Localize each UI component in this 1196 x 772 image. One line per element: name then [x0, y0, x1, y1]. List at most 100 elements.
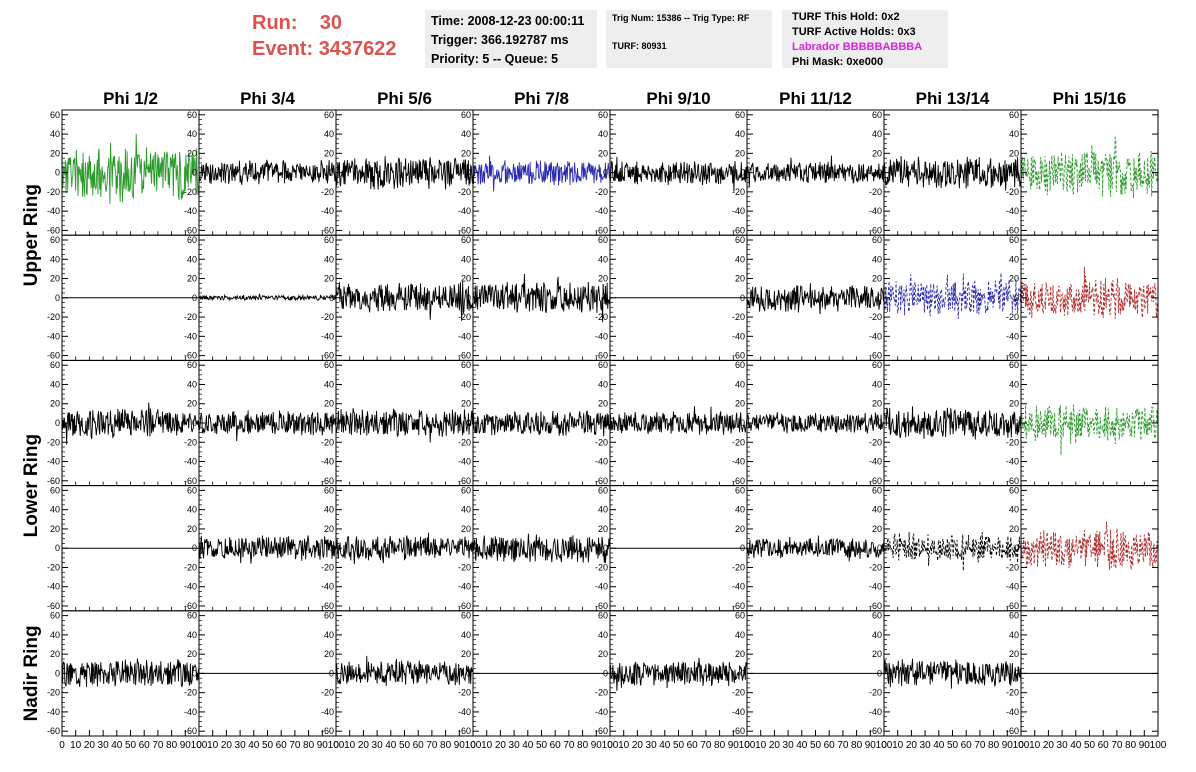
- waveform-trace: [1020, 404, 1159, 456]
- y-tick-label: 0: [1014, 418, 1019, 428]
- y-tick-label: 60: [324, 235, 334, 245]
- y-tick-label: 60: [598, 485, 608, 495]
- y-tick-label: 20: [187, 274, 197, 284]
- y-tick-label: 40: [872, 379, 882, 389]
- y-tick-label: -60: [1006, 476, 1019, 486]
- waveform-trace: [335, 281, 474, 321]
- event-value: 3437622: [318, 38, 397, 60]
- y-tick-label: 40: [1009, 505, 1019, 515]
- time-info-box: Time: 2008-12-23 00:00:11 Trigger: 366.1…: [425, 10, 597, 68]
- y-tick-label: 20: [324, 649, 334, 659]
- y-tick-label: 0: [877, 293, 882, 303]
- y-tick-label: 20: [187, 524, 197, 534]
- turf-hold-line: TURF This Hold: 0x2: [792, 11, 900, 23]
- y-tick-label: -20: [321, 688, 334, 698]
- x-tick-label: 20: [1043, 740, 1055, 751]
- x-tick-label: 60: [687, 740, 699, 751]
- y-tick-label: 20: [461, 148, 471, 158]
- y-tick-label: -20: [732, 562, 745, 572]
- x-tick-label: 50: [262, 740, 274, 751]
- y-tick-label: -60: [47, 225, 60, 235]
- y-tick-label: 40: [461, 129, 471, 139]
- y-tick-label: -20: [1006, 437, 1019, 447]
- x-tick-label: 100: [602, 740, 619, 751]
- y-tick-label: 0: [192, 418, 197, 428]
- y-tick-label: -60: [869, 225, 882, 235]
- y-tick-label: -60: [184, 351, 197, 361]
- y-tick-label: 20: [872, 524, 882, 534]
- y-tick-label: -40: [1006, 331, 1019, 341]
- y-tick-label: 40: [1009, 379, 1019, 389]
- y-tick-label: -20: [47, 187, 60, 197]
- x-tick-label: 20: [84, 740, 96, 751]
- column-header: Phi 5/6: [377, 89, 432, 108]
- y-tick-label: 0: [466, 168, 471, 178]
- y-tick-label: 20: [50, 524, 60, 534]
- y-tick-label: 40: [735, 129, 745, 139]
- y-tick-label: 0: [740, 668, 745, 678]
- y-tick-label: 20: [324, 274, 334, 284]
- column-header: Phi 11/12: [779, 89, 852, 108]
- x-tick-label: 70: [1111, 740, 1123, 751]
- y-tick-label: 0: [603, 418, 608, 428]
- y-tick-label: 40: [50, 379, 60, 389]
- x-tick-label: 20: [358, 740, 370, 751]
- y-tick-label: -20: [458, 312, 471, 322]
- column-header: Phi 3/4: [240, 89, 295, 108]
- x-tick-label: 90: [591, 740, 603, 751]
- y-tick-label: 0: [603, 168, 608, 178]
- run-label: Run:: [252, 12, 298, 34]
- y-tick-label: -40: [458, 206, 471, 216]
- y-tick-label: 40: [1009, 129, 1019, 139]
- y-tick-label: 0: [740, 168, 745, 178]
- y-tick-label: -60: [1006, 601, 1019, 611]
- y-tick-label: 20: [872, 649, 882, 659]
- y-tick-label: -60: [184, 225, 197, 235]
- y-tick-label: 20: [735, 274, 745, 284]
- y-tick-label: 0: [740, 418, 745, 428]
- y-tick-label: 40: [872, 129, 882, 139]
- y-tick-label: 0: [877, 168, 882, 178]
- y-tick-label: -60: [869, 351, 882, 361]
- x-tick-label: 80: [851, 740, 863, 751]
- x-tick-label: 50: [1084, 740, 1096, 751]
- y-tick-label: 60: [735, 485, 745, 495]
- y-tick-label: -40: [869, 206, 882, 216]
- y-tick-label: -40: [732, 707, 745, 717]
- y-tick-label: -40: [1006, 457, 1019, 467]
- y-tick-label: -60: [458, 726, 471, 736]
- y-tick-label: -60: [321, 601, 334, 611]
- x-tick-label: 100: [876, 740, 893, 751]
- y-tick-label: -60: [595, 601, 608, 611]
- x-tick-label: 60: [276, 740, 288, 751]
- x-tick-label: 30: [646, 740, 658, 751]
- y-tick-label: -40: [732, 206, 745, 216]
- y-tick-label: 60: [324, 360, 334, 370]
- x-tick-label: 40: [522, 740, 534, 751]
- y-tick-label: 60: [187, 360, 197, 370]
- run-value: 30: [319, 12, 343, 34]
- x-tick-label: 60: [824, 740, 836, 751]
- y-tick-label: 0: [329, 418, 334, 428]
- x-tick-label: 10: [892, 740, 904, 751]
- y-tick-label: 0: [55, 418, 60, 428]
- y-tick-label: 60: [187, 235, 197, 245]
- y-tick-label: 40: [324, 379, 334, 389]
- x-tick-label: 0: [470, 740, 476, 751]
- x-tick-label: 70: [152, 740, 164, 751]
- y-tick-label: -40: [732, 582, 745, 592]
- y-tick-label: 20: [50, 649, 60, 659]
- y-tick-label: -60: [47, 476, 60, 486]
- y-tick-label: 0: [466, 668, 471, 678]
- y-tick-label: 20: [187, 148, 197, 158]
- y-tick-label: 0: [329, 168, 334, 178]
- x-tick-label: 40: [933, 740, 945, 751]
- y-tick-label: -40: [47, 331, 60, 341]
- y-tick-label: -20: [458, 688, 471, 698]
- waveform-trace: [335, 655, 474, 686]
- x-tick-label: 40: [385, 740, 397, 751]
- y-tick-label: -20: [1006, 312, 1019, 322]
- y-tick-label: 60: [735, 110, 745, 120]
- y-tick-label: 40: [50, 254, 60, 264]
